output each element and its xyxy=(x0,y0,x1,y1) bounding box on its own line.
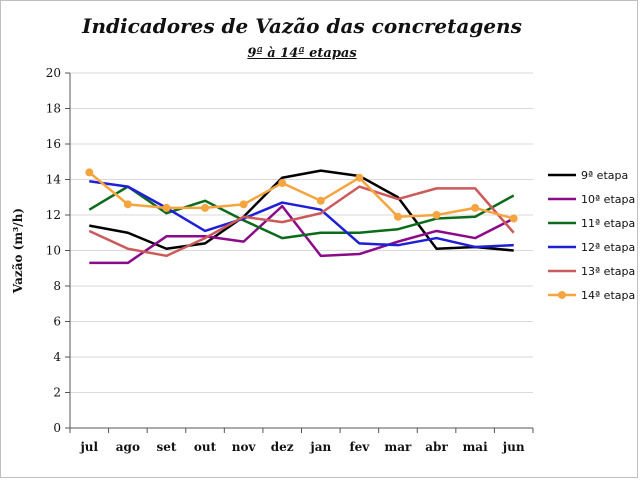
y-tick-label: 12 xyxy=(46,208,61,222)
x-tick-label: fev xyxy=(349,440,370,454)
x-tick-label: jun xyxy=(502,440,525,454)
series-line xyxy=(88,185,515,240)
data-point xyxy=(239,200,248,209)
x-tick-label: nov xyxy=(232,440,257,454)
legend-item: 11ª etapa xyxy=(548,217,635,230)
series-line xyxy=(89,204,515,265)
data-point xyxy=(355,173,364,182)
y-tick-labels: 0 2 4 6 8 10 12 14 16 18 20 xyxy=(46,66,70,435)
series-13-etapa xyxy=(88,185,515,258)
x-tick-label: mai xyxy=(463,440,488,454)
legend-label: 13ª etapa xyxy=(581,265,635,278)
data-point xyxy=(316,196,325,205)
series-line xyxy=(88,185,515,258)
legend-label: 9ª etapa xyxy=(581,169,628,182)
y-tick-label: 0 xyxy=(53,421,61,435)
series-12-etapa xyxy=(89,180,514,249)
legend-item: 14ª etapa xyxy=(548,289,635,302)
legend-marker xyxy=(558,291,566,299)
y-tick-label: 10 xyxy=(46,244,61,258)
data-point xyxy=(471,203,480,212)
y-tick-label: 14 xyxy=(46,173,62,187)
legend: 9ª etapa 10ª etapa 11ª etapa 12ª etapa 13ª e… xyxy=(548,169,635,302)
x-tick-label: abr xyxy=(425,440,448,454)
data-point xyxy=(123,200,132,209)
series-lines xyxy=(85,168,518,265)
data-point xyxy=(278,179,287,188)
legend-label: 14ª etapa xyxy=(581,289,635,302)
x-tick-labels: jul ago set out nov dez jan fev mar abr mai jun xyxy=(69,428,534,454)
legend-label: 10ª etapa xyxy=(581,193,635,206)
x-tick-label: mar xyxy=(385,440,412,454)
series-10-etapa xyxy=(89,204,515,265)
series-9-etapa xyxy=(89,169,514,252)
series-line xyxy=(89,180,514,249)
chart-subtitle: 9ª à 14ª etapas xyxy=(247,46,357,61)
legend-label: 12ª etapa xyxy=(581,241,635,254)
y-axis-label: Vazão (m³/h) xyxy=(11,208,25,294)
series-11-etapa xyxy=(88,185,515,240)
legend-label: 11ª etapa xyxy=(581,217,635,230)
y-tick-label: 2 xyxy=(53,386,61,400)
x-tick-label: ago xyxy=(116,440,140,454)
y-tick-label: 20 xyxy=(46,66,61,80)
data-point xyxy=(432,211,441,219)
y-tick-label: 4 xyxy=(53,350,61,364)
y-tick-label: 18 xyxy=(46,102,61,116)
legend-item: 13ª etapa xyxy=(548,265,635,278)
series-14-etapa xyxy=(85,168,518,223)
x-tick-label: out xyxy=(194,440,217,454)
axes xyxy=(69,73,533,429)
y-tick-label: 8 xyxy=(53,279,61,293)
y-tick-label: 16 xyxy=(46,137,61,151)
y-tick-label: 6 xyxy=(53,315,61,329)
data-point xyxy=(162,203,171,212)
series-line xyxy=(88,171,515,220)
x-tick-label: dez xyxy=(271,440,294,454)
legend-item: 10ª etapa xyxy=(548,193,635,206)
series-line xyxy=(89,169,514,252)
data-point xyxy=(393,212,402,221)
data-point xyxy=(85,168,94,177)
legend-item: 9ª etapa xyxy=(548,169,628,182)
data-point xyxy=(509,214,518,223)
x-tick-label: set xyxy=(156,440,176,454)
x-tick-label: jul xyxy=(79,440,98,454)
legend-item: 12ª etapa xyxy=(548,241,635,254)
x-tick-label: jan xyxy=(309,440,331,454)
data-point xyxy=(201,203,210,212)
chart-title: Indicadores de Vazão das concretagens xyxy=(82,14,522,38)
